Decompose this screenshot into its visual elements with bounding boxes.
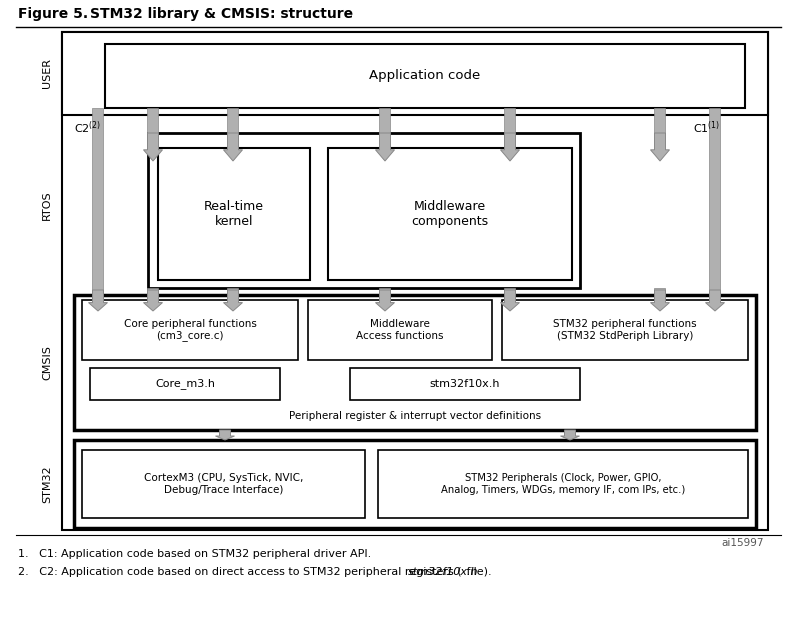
Text: file).: file). bbox=[463, 567, 492, 577]
Bar bbox=[74, 440, 756, 528]
Text: C2$^{(2)}$: C2$^{(2)}$ bbox=[74, 120, 101, 136]
Bar bbox=[502, 300, 748, 360]
Polygon shape bbox=[143, 133, 163, 161]
Bar bbox=[90, 368, 280, 400]
Text: Core_m3.h: Core_m3.h bbox=[155, 378, 215, 389]
Polygon shape bbox=[501, 290, 520, 311]
Bar bbox=[328, 148, 572, 280]
Bar bbox=[505, 288, 516, 295]
Bar bbox=[62, 32, 768, 530]
Bar bbox=[308, 300, 492, 360]
Polygon shape bbox=[650, 290, 669, 311]
Text: STM32: STM32 bbox=[42, 465, 52, 503]
Bar bbox=[379, 108, 391, 133]
Text: CMSIS: CMSIS bbox=[42, 345, 52, 380]
Text: STM32 library & CMSIS: structure: STM32 library & CMSIS: structure bbox=[90, 7, 353, 21]
Bar bbox=[709, 108, 720, 295]
Text: C1$^{(1)}$: C1$^{(1)}$ bbox=[693, 120, 720, 136]
Bar bbox=[147, 288, 159, 295]
Bar bbox=[62, 32, 768, 115]
Text: ai15997: ai15997 bbox=[721, 538, 764, 548]
Bar bbox=[74, 295, 756, 430]
Text: STM32 Peripherals (Clock, Power, GPIO,
Analog, Timers, WDGs, memory IF, com IPs,: STM32 Peripherals (Clock, Power, GPIO, A… bbox=[441, 473, 685, 495]
Polygon shape bbox=[560, 430, 579, 440]
Text: Real-time
kernel: Real-time kernel bbox=[204, 200, 264, 228]
Polygon shape bbox=[215, 430, 234, 440]
Text: Application code: Application code bbox=[369, 69, 481, 83]
Polygon shape bbox=[88, 290, 108, 311]
Bar bbox=[350, 368, 580, 400]
Bar bbox=[148, 133, 580, 288]
Text: Peripheral register & interrupt vector definitions: Peripheral register & interrupt vector d… bbox=[289, 411, 541, 421]
Text: CortexM3 (CPU, SysTick, NVIC,
Debug/Trace Interface): CortexM3 (CPU, SysTick, NVIC, Debug/Trac… bbox=[143, 473, 303, 495]
Text: USER: USER bbox=[42, 59, 52, 89]
Text: stm32f10x.h: stm32f10x.h bbox=[430, 379, 501, 389]
Polygon shape bbox=[375, 133, 395, 161]
Text: stm32f10x.h: stm32f10x.h bbox=[408, 567, 478, 577]
Polygon shape bbox=[223, 290, 242, 311]
Text: 2.   C2: Application code based on direct access to STM32 peripheral registers (: 2. C2: Application code based on direct … bbox=[18, 567, 461, 577]
Text: Figure 5.: Figure 5. bbox=[18, 7, 88, 21]
Bar bbox=[82, 450, 365, 518]
Bar bbox=[105, 44, 745, 108]
Polygon shape bbox=[650, 133, 669, 161]
Bar bbox=[92, 108, 104, 295]
Text: Middleware
components: Middleware components bbox=[411, 200, 489, 228]
Bar bbox=[82, 300, 298, 360]
Polygon shape bbox=[501, 133, 520, 161]
Text: STM32 peripheral functions
(STM32 StdPeriph Library): STM32 peripheral functions (STM32 StdPer… bbox=[553, 319, 697, 341]
Bar bbox=[227, 108, 238, 133]
Polygon shape bbox=[223, 133, 242, 161]
Polygon shape bbox=[705, 290, 724, 311]
Bar bbox=[654, 108, 665, 133]
Bar bbox=[505, 108, 516, 133]
Bar bbox=[378, 450, 748, 518]
Text: RTOS: RTOS bbox=[42, 190, 52, 220]
Bar bbox=[227, 288, 238, 295]
Polygon shape bbox=[375, 290, 395, 311]
Bar bbox=[379, 288, 391, 295]
Text: Core peripheral functions
(cm3_core.c): Core peripheral functions (cm3_core.c) bbox=[124, 318, 257, 341]
Text: Middleware
Access functions: Middleware Access functions bbox=[356, 319, 444, 341]
Bar bbox=[654, 288, 665, 295]
Text: 1.   C1: Application code based on STM32 peripheral driver API.: 1. C1: Application code based on STM32 p… bbox=[18, 549, 371, 559]
Bar bbox=[158, 148, 310, 280]
Bar bbox=[147, 108, 159, 133]
Polygon shape bbox=[143, 290, 163, 311]
